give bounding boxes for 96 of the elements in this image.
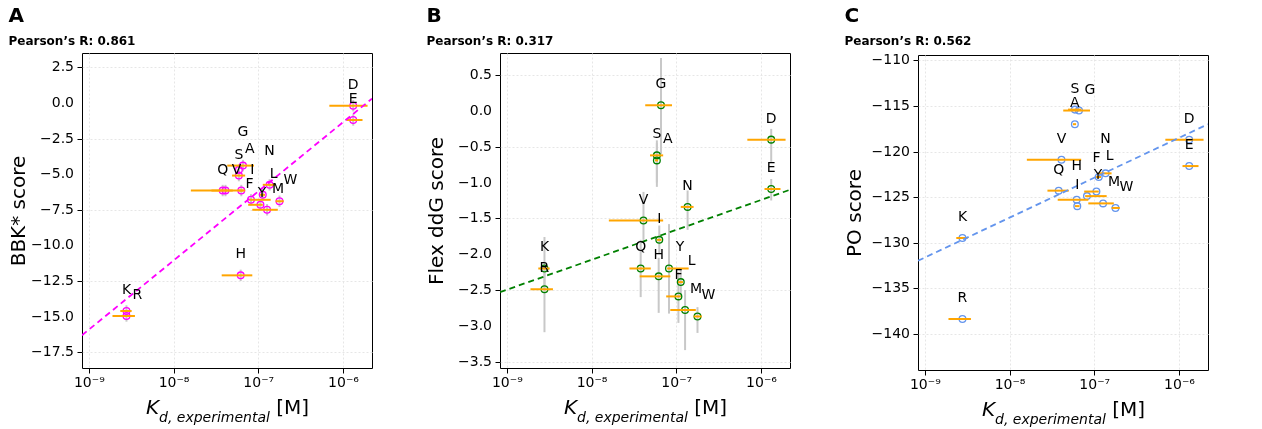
chart-subtitle: Pearson’s R: 0.861 bbox=[8, 34, 136, 48]
annotation: I bbox=[657, 209, 662, 226]
y-axis-title: Flex ddG score bbox=[424, 136, 448, 286]
y-tick-label: −7.5 bbox=[40, 200, 74, 217]
annotation: Y bbox=[674, 238, 685, 255]
annotation: Q bbox=[217, 160, 229, 177]
annotation: H bbox=[1071, 156, 1082, 173]
y-tick-label: 2.5 bbox=[51, 58, 74, 75]
annotation: F bbox=[1092, 148, 1101, 165]
annotation: E bbox=[766, 159, 776, 176]
x-tick-label: 10⁻⁷ bbox=[661, 373, 693, 390]
annotation: M bbox=[272, 179, 285, 196]
y-tick-label: −17.5 bbox=[31, 343, 74, 360]
x-tick-label: 10⁻⁹ bbox=[909, 375, 942, 392]
x-tick-label: 10⁻⁶ bbox=[1164, 375, 1196, 392]
annotation: F bbox=[245, 174, 254, 191]
annotation: L bbox=[269, 164, 278, 181]
chart-title: C bbox=[844, 3, 860, 28]
y-axis-title: PO score bbox=[842, 169, 866, 257]
annotation: E bbox=[348, 89, 358, 106]
annotation: F bbox=[674, 266, 683, 283]
annotation: D bbox=[1183, 109, 1195, 126]
annotation: K bbox=[539, 238, 550, 255]
y-tick-label: −5.0 bbox=[40, 165, 74, 182]
y-tick-label: −1.0 bbox=[458, 173, 492, 190]
y-tick-label: −115 bbox=[871, 96, 910, 113]
annotation: L bbox=[687, 252, 696, 269]
annotation: K bbox=[121, 280, 132, 297]
annotation: R bbox=[132, 285, 143, 302]
y-tick-label: −3.0 bbox=[458, 316, 492, 333]
y-tick-label: −10.0 bbox=[31, 236, 74, 253]
annotation: S bbox=[1070, 79, 1080, 96]
y-tick-label: −135 bbox=[871, 279, 910, 296]
x-axis-title: K$_{d, experimental}$ [M] bbox=[563, 394, 728, 425]
annotation: M bbox=[690, 280, 703, 297]
annotation: A bbox=[663, 130, 674, 147]
chart-title: A bbox=[8, 3, 25, 27]
annotation: G bbox=[237, 122, 249, 139]
chart-title: B bbox=[426, 3, 442, 27]
annotation: H bbox=[653, 246, 664, 263]
chart-subtitle: Pearson’s R: 0.317 bbox=[426, 34, 554, 48]
annotation: R bbox=[957, 289, 968, 306]
x-axis-title: K$_{d, experimental}$ [M] bbox=[981, 396, 1146, 427]
y-tick-label: −2.0 bbox=[458, 245, 492, 262]
annotation: G bbox=[655, 75, 667, 92]
x-tick-label: 10⁻⁹ bbox=[73, 373, 106, 390]
y-tick-label: −12.5 bbox=[31, 272, 74, 289]
annotation: A bbox=[245, 139, 256, 156]
annotation: S bbox=[234, 145, 244, 162]
y-tick-label: −15.0 bbox=[31, 307, 74, 324]
y-tick-label: −1.5 bbox=[458, 209, 492, 226]
x-tick-label: 10⁻⁷ bbox=[1079, 375, 1111, 392]
y-tick-label: −3.5 bbox=[458, 352, 492, 369]
annotation: I bbox=[1075, 176, 1080, 193]
y-tick-label: 0.0 bbox=[469, 101, 492, 118]
annotation: G bbox=[1084, 80, 1096, 97]
annotation: N bbox=[264, 141, 275, 158]
x-tick-label: 10⁻⁶ bbox=[746, 373, 778, 390]
annotation: K bbox=[957, 207, 968, 224]
annotation: D bbox=[347, 75, 359, 92]
annotation: N bbox=[682, 176, 693, 193]
annotation: H bbox=[235, 245, 246, 262]
annotation: A bbox=[1070, 94, 1081, 111]
x-tick-label: 10⁻⁸ bbox=[994, 375, 1026, 392]
annotation: W bbox=[1119, 177, 1134, 194]
y-tick-label: 0.0 bbox=[51, 93, 74, 110]
annotation: M bbox=[1108, 173, 1121, 190]
x-tick-label: 10⁻⁸ bbox=[158, 373, 190, 390]
annotation: L bbox=[1105, 146, 1114, 163]
annotation: D bbox=[765, 109, 777, 126]
x-axis-title: K$_{d, experimental}$ [M] bbox=[145, 394, 310, 425]
annotation: W bbox=[701, 286, 716, 303]
annotation: V bbox=[1056, 129, 1067, 146]
y-tick-label: −120 bbox=[871, 142, 910, 159]
x-tick-label: 10⁻⁸ bbox=[576, 373, 608, 390]
annotation: Q bbox=[635, 238, 647, 255]
y-tick-label: −2.5 bbox=[458, 280, 492, 297]
y-tick-label: −2.5 bbox=[40, 129, 74, 146]
annotation: E bbox=[1184, 136, 1194, 153]
x-tick-label: 10⁻⁷ bbox=[243, 373, 275, 390]
annotation: Q bbox=[1053, 160, 1065, 177]
annotation: V bbox=[638, 190, 649, 207]
y-axis-title: BBK* score bbox=[6, 155, 30, 267]
chart-subtitle: Pearson’s R: 0.562 bbox=[844, 34, 972, 49]
y-tick-label: −110 bbox=[871, 51, 910, 68]
x-tick-label: 10⁻⁹ bbox=[491, 373, 524, 390]
annotation: S bbox=[652, 125, 662, 142]
y-tick-label: −140 bbox=[871, 324, 910, 341]
annotation: I bbox=[250, 160, 255, 177]
y-tick-label: −130 bbox=[871, 233, 910, 250]
y-tick-label: −125 bbox=[871, 188, 910, 205]
annotation: W bbox=[283, 171, 298, 188]
y-tick-label: 0.5 bbox=[469, 66, 492, 83]
y-tick-label: −0.5 bbox=[458, 137, 492, 154]
x-tick-label: 10⁻⁶ bbox=[328, 373, 360, 390]
annotation: N bbox=[1100, 130, 1111, 147]
